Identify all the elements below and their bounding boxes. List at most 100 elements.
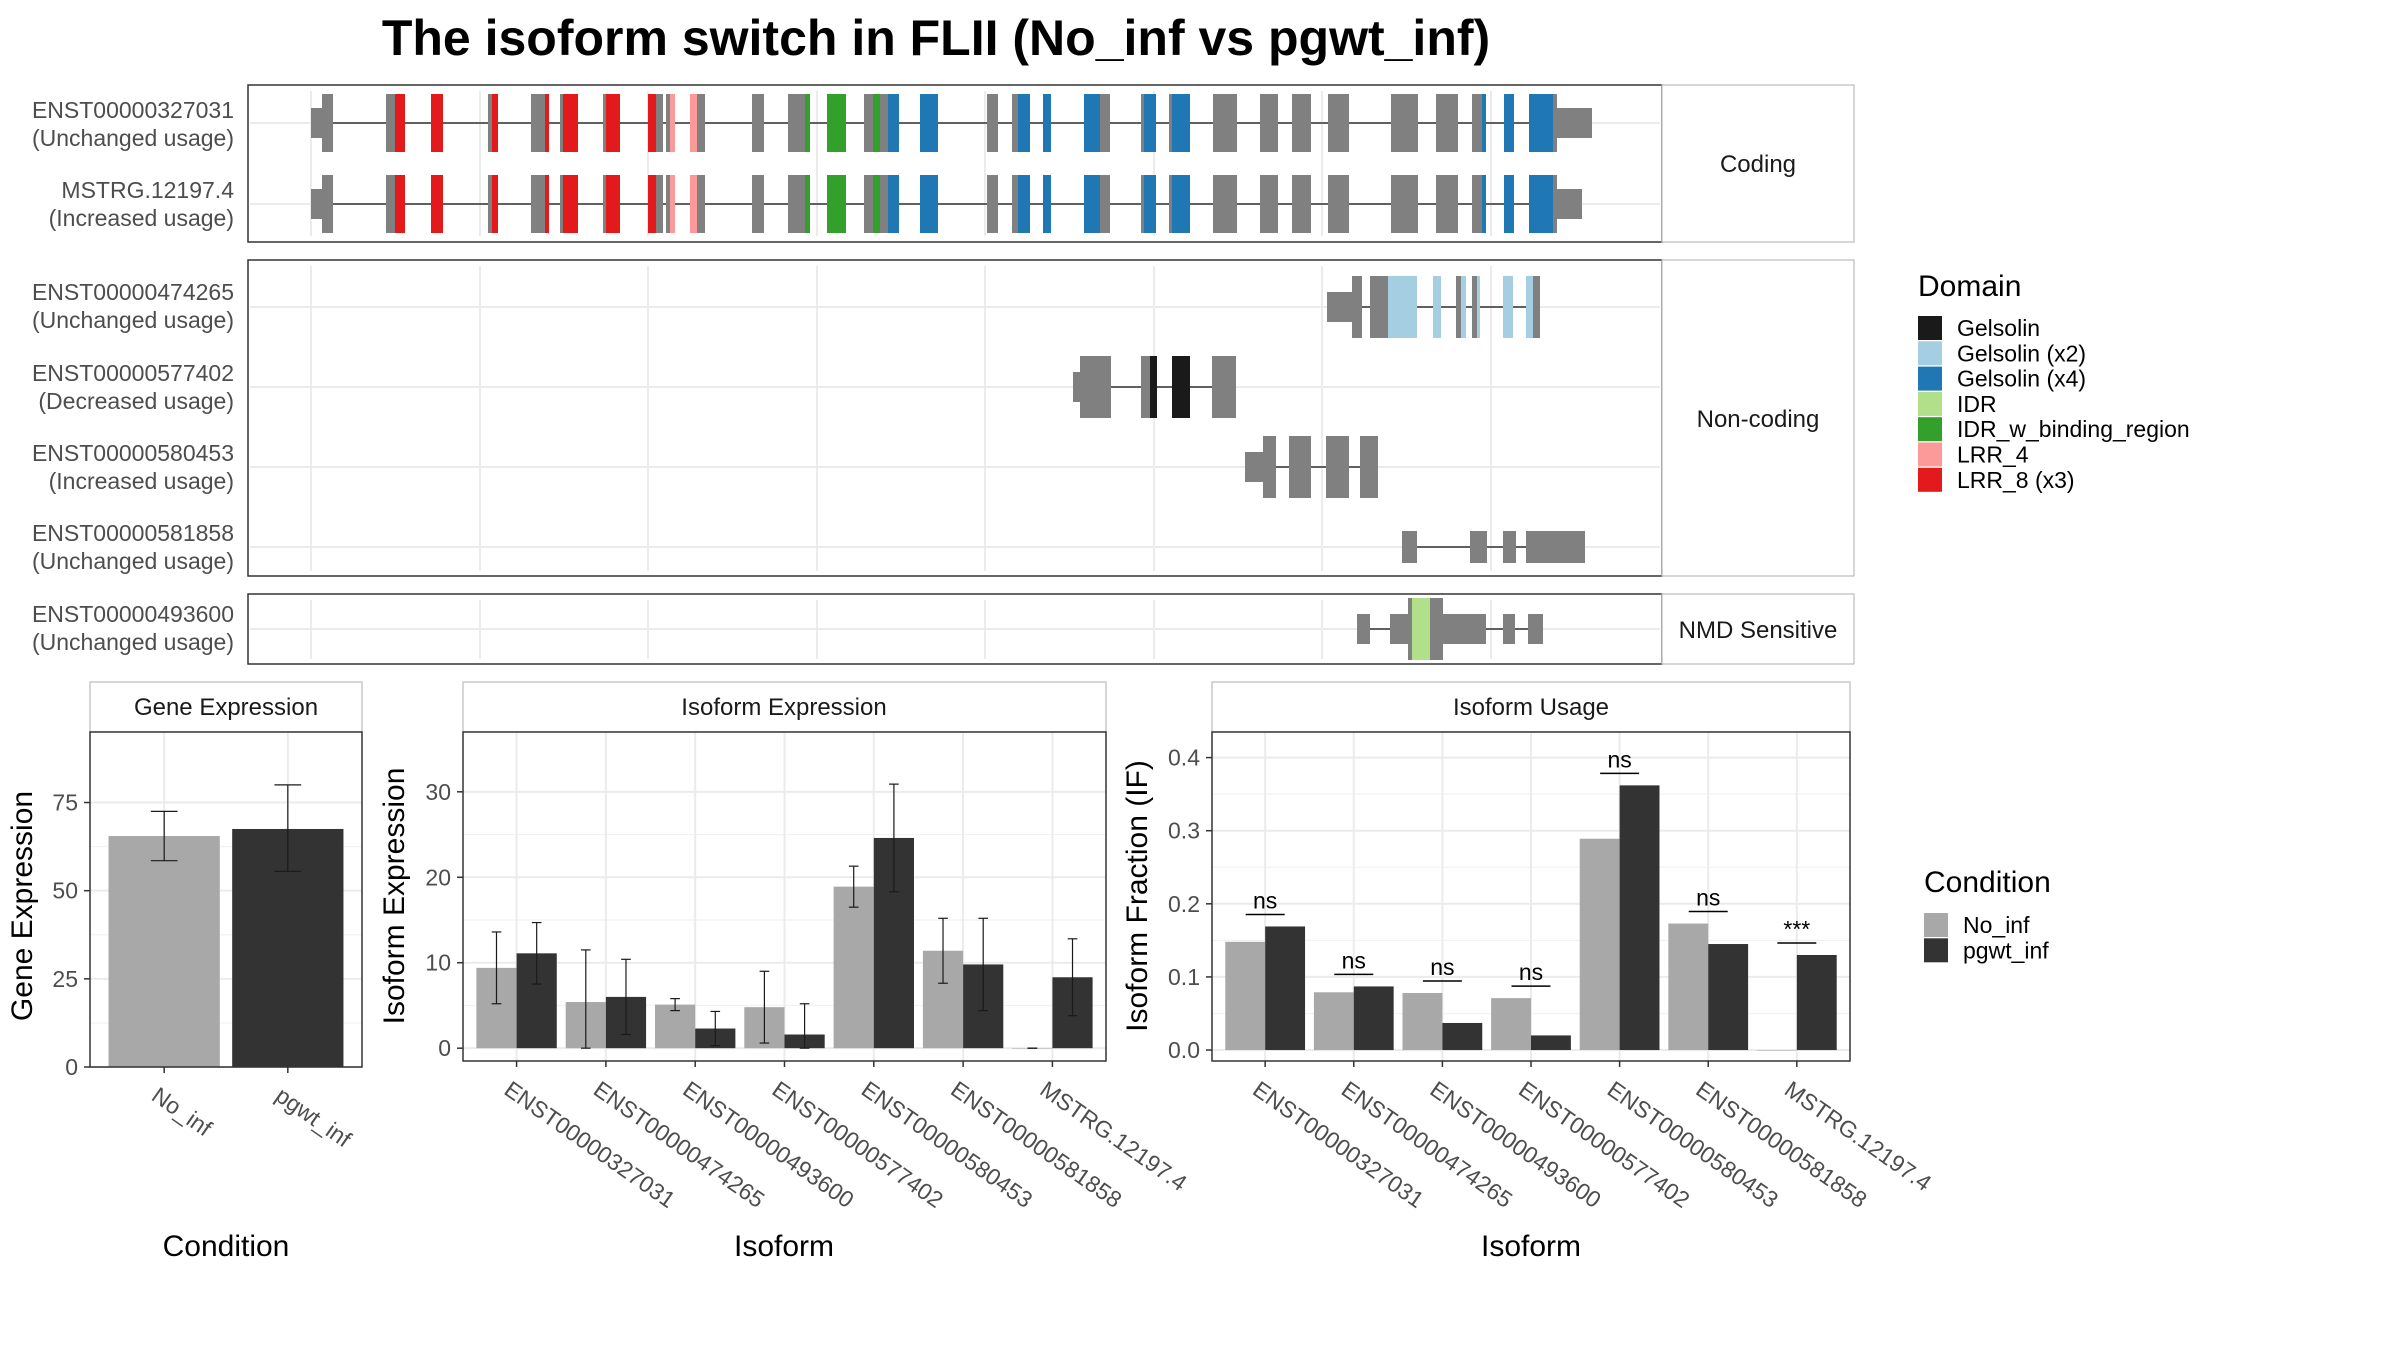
- exon-block: [1141, 175, 1144, 233]
- exon-block: [1503, 276, 1513, 338]
- y-tick-label: 30: [425, 779, 451, 805]
- exon-block: [311, 189, 322, 219]
- y-tick-label: 0: [65, 1054, 78, 1080]
- exon-block: [563, 175, 578, 233]
- track-label-usage: (Unchanged usage): [32, 125, 234, 151]
- non-coding-strip: [1661, 259, 1855, 577]
- exon-block: [920, 94, 938, 152]
- exon-block: [1436, 94, 1458, 152]
- y-tick-label: 0.4: [1168, 745, 1200, 771]
- bar: [1668, 923, 1709, 1051]
- exon-block: [1012, 175, 1018, 233]
- y-tick-label: 0.0: [1168, 1037, 1200, 1063]
- legend-label: No_inf: [1963, 912, 2030, 938]
- exon-block: [690, 175, 697, 233]
- y-tick-label: 0: [438, 1035, 451, 1061]
- exon-block: [1390, 614, 1408, 644]
- track-label-id: ENST00000580453: [32, 440, 234, 466]
- exon-block: [1043, 94, 1051, 152]
- exon-block: [603, 94, 606, 152]
- exon-block: [431, 175, 443, 233]
- domain-legend-title: Domain: [1918, 270, 2021, 303]
- significance-label: ns: [1253, 887, 1277, 913]
- exon-block: [1503, 614, 1515, 644]
- isoform-expression-chart: Isoform Expression 0102030ENST0000032703…: [378, 681, 1192, 1263]
- exon-block: [888, 175, 899, 233]
- track-label-usage: (Unchanged usage): [32, 629, 234, 655]
- exon-block: [1172, 175, 1190, 233]
- y-tick-label: 25: [52, 966, 78, 992]
- exon-block: [666, 175, 670, 233]
- bar: [1265, 926, 1306, 1051]
- exon-block: [648, 175, 656, 233]
- exon-block: [880, 175, 888, 233]
- x-tick-label: MSTRG.12197.4: [1780, 1076, 1936, 1196]
- legend-swatch: [1918, 391, 1942, 416]
- exon-block: [656, 94, 663, 152]
- exon-block: [1370, 276, 1388, 338]
- y-tick-label: 50: [52, 878, 78, 904]
- exon-block: [1212, 356, 1218, 418]
- bar: [1579, 838, 1620, 1051]
- exon-block: [864, 175, 873, 233]
- track-label-id: ENST00000327031: [32, 97, 234, 123]
- exon-block: [1553, 94, 1557, 152]
- exon-block: [322, 94, 333, 152]
- bar: [1619, 785, 1660, 1051]
- track-label-id: ENST00000493600: [32, 601, 234, 627]
- exon-block: [805, 175, 810, 233]
- exon-block: [1263, 436, 1276, 498]
- y-tick-label: 0.2: [1168, 891, 1200, 917]
- bar: [1313, 992, 1354, 1051]
- legend-swatch: [1918, 442, 1942, 467]
- exon-block: [1218, 356, 1236, 418]
- isoform-expression-strip: [462, 681, 1107, 733]
- isoform-usage-x-label: Isoform: [1481, 1230, 1581, 1263]
- exon-block: [1557, 108, 1592, 138]
- bar: [1442, 1022, 1483, 1051]
- bar: [1796, 954, 1837, 1051]
- exon-block: [563, 94, 578, 152]
- exon-block: [560, 175, 563, 233]
- plot-frame: [89, 731, 363, 1068]
- exon-block: [1482, 175, 1486, 233]
- exon-block: [1018, 94, 1030, 152]
- exon-block: [1357, 614, 1370, 644]
- exon-block: [864, 94, 873, 152]
- exon-block: [1100, 175, 1110, 233]
- exon-block: [1472, 94, 1482, 152]
- legend-label: LRR_8 (x3): [1957, 467, 2075, 493]
- exon-block: [1443, 614, 1486, 644]
- exon-block: [386, 94, 395, 152]
- exon-block: [1141, 94, 1144, 152]
- exon-block: [1043, 175, 1051, 233]
- legend-swatch: [1918, 316, 1942, 340]
- isoform-usage-chart: Isoform Usage ns ns ns ns ns ns *** 0.0 0.1 0.2 0.…: [1121, 681, 1936, 1263]
- exon-block: [1477, 276, 1480, 338]
- exon-block: [805, 94, 810, 152]
- exon-block: [1213, 94, 1237, 152]
- exon-block: [827, 175, 846, 233]
- exon-block: [1433, 276, 1441, 338]
- significance-label: ns: [1342, 947, 1366, 973]
- bar: [1756, 1050, 1797, 1051]
- legend-swatch: [1918, 417, 1942, 442]
- exon-block: [1260, 175, 1278, 233]
- exon-block: [1391, 175, 1418, 233]
- exon-block: [603, 175, 606, 233]
- exon-block: [987, 175, 998, 233]
- legend-swatch: [1918, 467, 1942, 492]
- exon-block: [492, 175, 498, 233]
- exon-block: [1504, 94, 1514, 152]
- exon-block: [492, 94, 498, 152]
- exon-block: [395, 94, 405, 152]
- exon-block: [1084, 175, 1100, 233]
- coding-panel: [247, 84, 1663, 243]
- exon-block: [311, 108, 322, 138]
- legend-label: pgwt_inf: [1963, 937, 2049, 963]
- track-label-usage: (Unchanged usage): [32, 307, 234, 333]
- significance-label: ns: [1607, 746, 1631, 772]
